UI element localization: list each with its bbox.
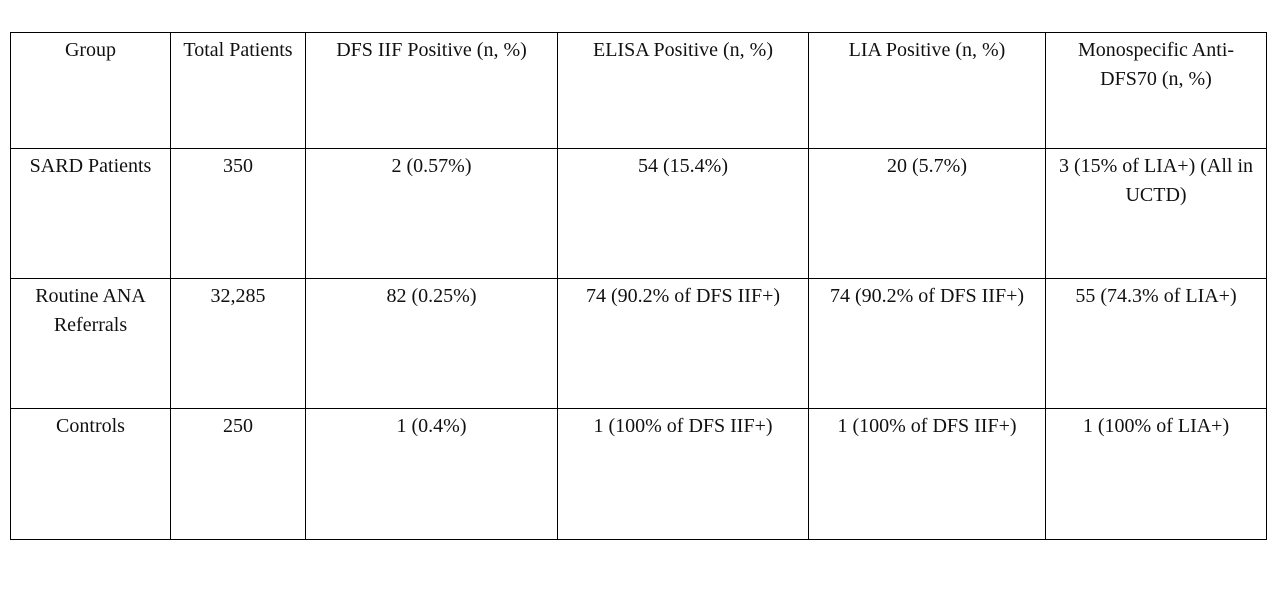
header-cell: Group xyxy=(10,32,171,149)
header-cell: Total Patients xyxy=(170,32,306,149)
header-cell: ELISA Positive (n, %) xyxy=(557,32,809,149)
header-cell: DFS IIF Positive (n, %) xyxy=(305,32,558,149)
table-cell: 54 (15.4%) xyxy=(557,148,809,279)
table-cell: 20 (5.7%) xyxy=(808,148,1046,279)
table-cell: Routine ANA Referrals xyxy=(10,278,171,409)
data-table: Group Total Patients DFS IIF Positive (n, … xyxy=(10,32,1267,540)
table-row: Controls 250 1 (0.4%) 1 (100% of DFS IIF+) 1… xyxy=(10,408,1267,540)
table-body: Group Total Patients DFS IIF Positive (n, … xyxy=(10,32,1267,540)
table-cell: 1 (100% of LIA+) xyxy=(1045,408,1267,540)
table-cell: Controls xyxy=(10,408,171,540)
table-cell: SARD Patients xyxy=(10,148,171,279)
table-cell: 74 (90.2% of DFS IIF+) xyxy=(557,278,809,409)
table-cell: 55 (74.3% of LIA+) xyxy=(1045,278,1267,409)
table-cell: 1 (100% of DFS IIF+) xyxy=(808,408,1046,540)
table-cell: 3 (15% of LIA+) (All in UCTD) xyxy=(1045,148,1267,279)
table-cell: 250 xyxy=(170,408,306,540)
table-cell: 82 (0.25%) xyxy=(305,278,558,409)
table-row: SARD Patients 350 2 (0.57%) 54 (15.4%) 20 (5… xyxy=(10,148,1267,279)
table-cell: 1 (100% of DFS IIF+) xyxy=(557,408,809,540)
table-cell: 1 (0.4%) xyxy=(305,408,558,540)
table-cell: 32,285 xyxy=(170,278,306,409)
table-row: Routine ANA Referrals 32,285 82 (0.25%) 74 … xyxy=(10,278,1267,409)
table-cell: 350 xyxy=(170,148,306,279)
table-cell: 74 (90.2% of DFS IIF+) xyxy=(808,278,1046,409)
header-row: Group Total Patients DFS IIF Positive (n, … xyxy=(10,32,1267,149)
table-cell: 2 (0.57%) xyxy=(305,148,558,279)
header-cell: Monospecific Anti-DFS70 (n, %) xyxy=(1045,32,1267,149)
header-cell: LIA Positive (n, %) xyxy=(808,32,1046,149)
